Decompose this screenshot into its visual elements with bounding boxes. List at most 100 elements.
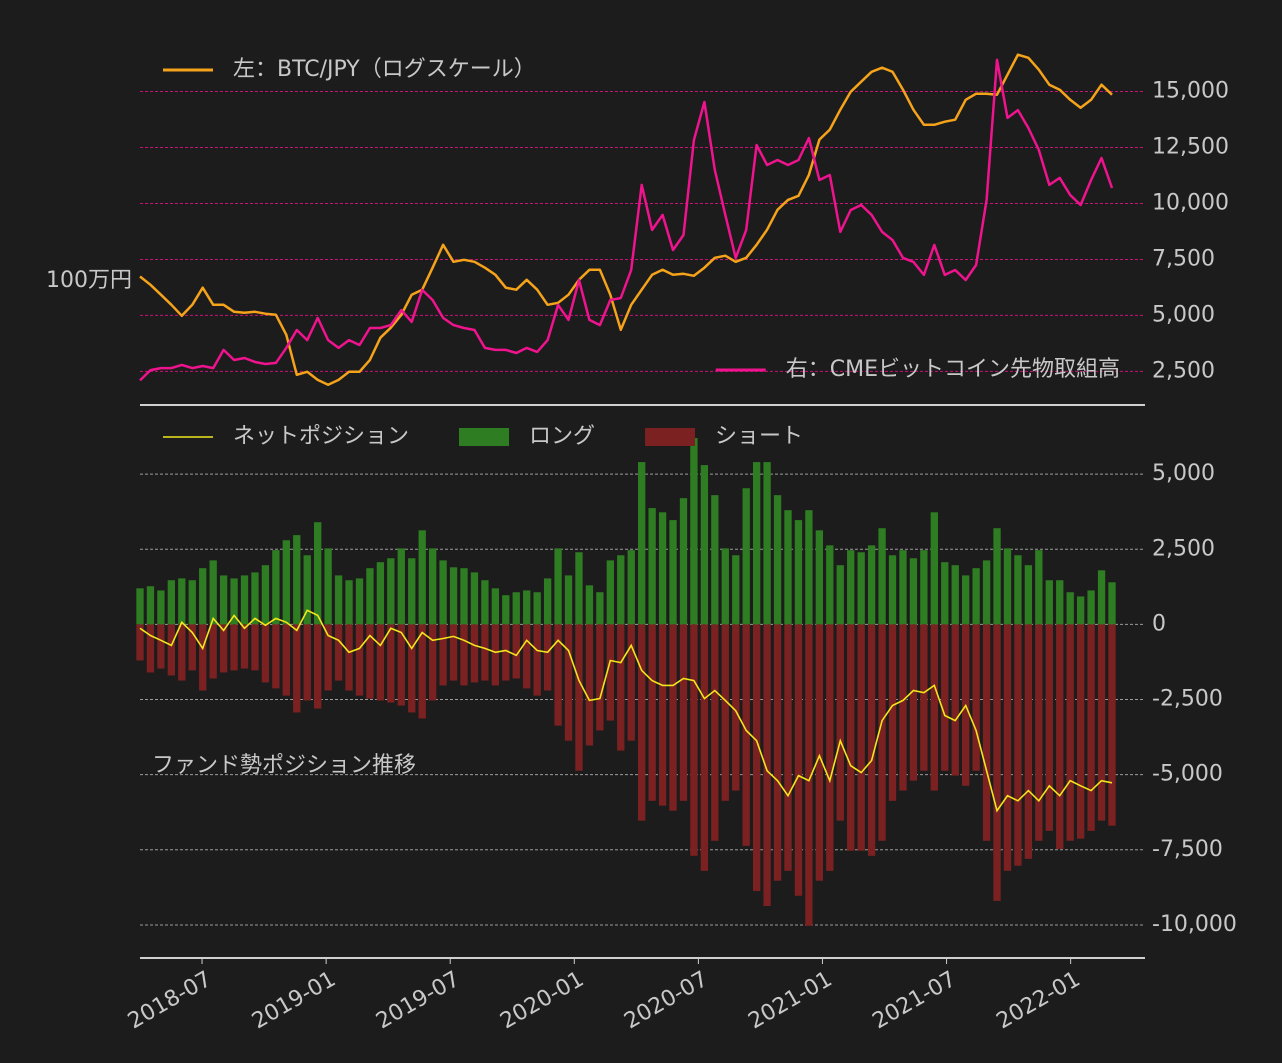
- bar: [857, 552, 865, 625]
- bar: [1087, 590, 1095, 625]
- y-tick-label: -10,000: [1152, 912, 1237, 937]
- bar: [345, 624, 353, 691]
- y2-tick-label: 12,500: [1152, 134, 1229, 159]
- bar: [167, 624, 176, 676]
- bar: [397, 624, 405, 706]
- bar: [1076, 596, 1085, 625]
- bar: [314, 522, 322, 625]
- bar: [742, 624, 750, 846]
- bar: [554, 624, 562, 726]
- bar: [606, 624, 614, 721]
- bar: [324, 624, 332, 691]
- bar: [293, 624, 301, 713]
- y-tick-label: 5,000: [1152, 461, 1215, 486]
- bar: [1097, 624, 1106, 821]
- bar: [1003, 624, 1012, 871]
- bar: [564, 624, 573, 741]
- bar: [679, 624, 688, 801]
- bar: [167, 580, 176, 625]
- bar: [1056, 580, 1064, 625]
- bar: [533, 624, 541, 696]
- bar: [669, 520, 677, 625]
- bar: [282, 540, 290, 625]
- y-tick-label: 0: [1152, 611, 1166, 636]
- bar: [930, 624, 938, 791]
- bar: [742, 488, 750, 625]
- bar: [209, 624, 217, 679]
- bar: [230, 578, 238, 625]
- bar: [658, 512, 667, 625]
- y2-tick-label: 2,500: [1152, 358, 1215, 383]
- bar: [1108, 582, 1116, 625]
- bar: [679, 498, 688, 625]
- bar: [199, 568, 207, 625]
- bar: [564, 575, 573, 625]
- bar: [638, 462, 646, 625]
- bar: [1056, 624, 1064, 849]
- bar: [658, 624, 667, 806]
- legend-swatch: [645, 428, 696, 446]
- bar: [272, 550, 280, 625]
- bar: [355, 578, 364, 625]
- bar: [721, 548, 729, 625]
- bar: [867, 624, 876, 856]
- y-tick-label: -2,500: [1152, 687, 1223, 712]
- series-line: [139, 53, 1113, 387]
- bar: [575, 624, 583, 771]
- annotation: ファンド勢ポジション推移: [152, 753, 416, 778]
- bar: [763, 624, 771, 907]
- bar: [418, 530, 426, 625]
- bar: [700, 465, 709, 625]
- bar: [878, 624, 886, 841]
- legend-label: 左：BTC/JPY（ログスケール）: [233, 57, 536, 82]
- bar: [460, 624, 468, 686]
- bar: [439, 560, 447, 625]
- bar: [481, 624, 489, 681]
- bar: [1066, 592, 1074, 625]
- bar: [502, 624, 510, 681]
- bar: [909, 558, 918, 625]
- bar: [449, 624, 458, 681]
- bar: [732, 624, 740, 791]
- legend-label: ショート: [715, 424, 803, 449]
- bar: [470, 572, 479, 625]
- bar: [334, 575, 343, 625]
- bar: [878, 528, 886, 625]
- bar: [962, 575, 970, 625]
- bar: [261, 624, 270, 683]
- bar: [397, 548, 405, 625]
- bar: [606, 560, 614, 625]
- bar: [815, 530, 824, 625]
- bar: [293, 535, 301, 625]
- legend-label: 右：CMEビットコイン先物取組高: [786, 357, 1120, 382]
- bar: [585, 585, 594, 625]
- net-line: [139, 609, 1113, 813]
- bar: [941, 562, 949, 625]
- bar: [826, 545, 834, 625]
- bar: [784, 624, 792, 871]
- bar: [805, 624, 813, 926]
- bar: [930, 512, 938, 625]
- bar: [324, 548, 332, 625]
- bar: [418, 624, 426, 719]
- bar: [648, 508, 656, 625]
- bar: [387, 558, 395, 625]
- series-line: [139, 58, 1114, 382]
- bar: [847, 550, 855, 625]
- bar: [1097, 570, 1106, 625]
- bar: [188, 624, 196, 671]
- bar: [585, 624, 594, 746]
- bar: [1024, 565, 1033, 625]
- bar: [334, 624, 343, 681]
- y2-tick-label: 15,000: [1152, 79, 1229, 104]
- bar: [366, 568, 374, 625]
- bar: [617, 624, 625, 751]
- bar: [491, 624, 500, 686]
- bar: [136, 588, 144, 625]
- legend-swatch: [459, 428, 510, 446]
- bar: [1014, 624, 1022, 866]
- bar: [575, 552, 583, 625]
- bar: [1066, 624, 1074, 841]
- bar: [261, 565, 270, 625]
